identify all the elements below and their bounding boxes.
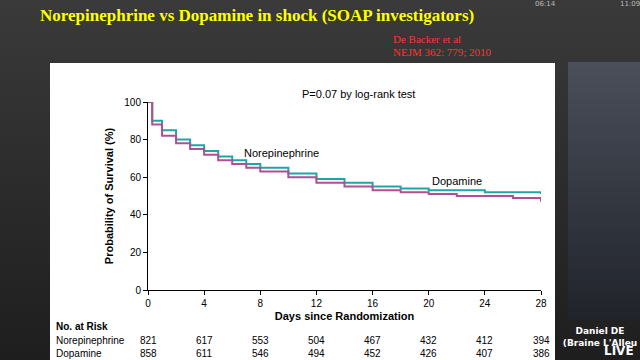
svg-text:60: 60 (130, 172, 142, 183)
svg-text:504: 504 (308, 335, 325, 346)
html-text:06:14: 06:14 (535, 0, 556, 8)
html-text:NEJM 362: 779; 2010: NEJM 362: 779; 2010 (393, 46, 492, 58)
svg-text:80: 80 (130, 134, 142, 145)
svg-text:4: 4 (201, 298, 207, 309)
svg-text:546: 546 (252, 348, 269, 359)
svg-text:611: 611 (196, 348, 212, 359)
svg-text:394: 394 (533, 335, 550, 346)
svg-text:100: 100 (124, 97, 141, 108)
svg-text:386: 386 (533, 348, 550, 359)
svg-text:28: 28 (535, 298, 547, 309)
html-text:LIVE: LIVE (604, 344, 634, 358)
html-text:11:09: 11:09 (620, 0, 640, 8)
svg-text:Norepinephrine: Norepinephrine (244, 147, 319, 159)
svg-text:412: 412 (476, 335, 493, 346)
svg-text:16: 16 (367, 298, 379, 309)
svg-text:Dopamine: Dopamine (56, 348, 102, 359)
svg-text:Days since Randomization: Days since Randomization (275, 310, 415, 322)
svg-text:Norepinephrine: Norepinephrine (56, 335, 125, 346)
svg-text:0: 0 (145, 298, 151, 309)
html-text:(Braine L'Alleu: (Braine L'Alleu (562, 338, 638, 348)
svg-text:20: 20 (423, 298, 435, 309)
svg-text:553: 553 (252, 335, 269, 346)
svg-text:24: 24 (479, 298, 491, 309)
svg-text:821: 821 (140, 335, 157, 346)
html-text:De Backer et al: De Backer et al (393, 33, 462, 45)
svg-text:No. at Risk: No. at Risk (56, 321, 108, 332)
svg-text:407: 407 (476, 348, 493, 359)
svg-text:40: 40 (130, 209, 142, 220)
svg-text:426: 426 (420, 348, 437, 359)
svg-text:Probability of Survival (%): Probability of Survival (%) (103, 128, 115, 265)
html-text:Norepinephrine vs Dopamine in: Norepinephrine vs Dopamine in shock (SOA… (40, 6, 475, 25)
svg-text:432: 432 (420, 335, 437, 346)
svg-text:467: 467 (364, 335, 381, 346)
svg-text:12: 12 (311, 298, 323, 309)
svg-text:494: 494 (308, 348, 325, 359)
svg-text:617: 617 (196, 335, 213, 346)
svg-text:20: 20 (130, 247, 142, 258)
svg-text:Dopamine: Dopamine (432, 175, 482, 187)
svg-text:8: 8 (258, 298, 264, 309)
svg-text:0: 0 (135, 285, 141, 296)
svg-text:P=0.07 by log-rank test: P=0.07 by log-rank test (302, 88, 415, 100)
html-text:Daniel DE: Daniel DE (575, 326, 625, 336)
svg-text:452: 452 (364, 348, 381, 359)
svg-text:858: 858 (140, 348, 157, 359)
